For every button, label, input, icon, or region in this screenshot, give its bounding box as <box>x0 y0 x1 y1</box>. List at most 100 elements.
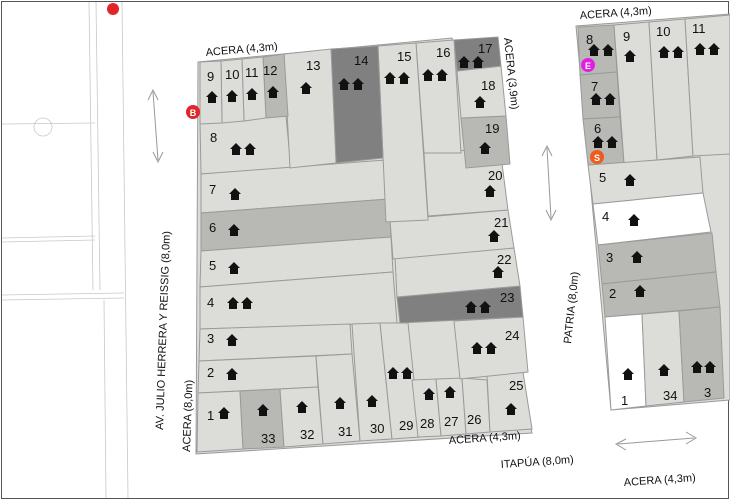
lot-8[interactable] <box>199 115 292 175</box>
marker-e[interactable]: E <box>581 58 595 72</box>
lot-number: 7 <box>209 182 216 197</box>
house-icon <box>206 91 218 103</box>
label-acera-top-right: ACERA (4,3m) <box>579 5 652 22</box>
house-icon <box>465 301 477 313</box>
right-lot-number: 9 <box>623 29 630 44</box>
arrow-itapua <box>617 437 695 445</box>
lot-number: 21 <box>494 215 508 230</box>
house-icon <box>479 142 491 154</box>
lot-number: 25 <box>509 378 523 393</box>
lot-number: 3 <box>207 331 214 346</box>
house-icon <box>257 404 269 416</box>
arrow-left-street <box>152 91 159 161</box>
right-lot-3b[interactable] <box>678 306 725 403</box>
lot-number: 12 <box>263 63 277 78</box>
house-icon <box>246 88 258 100</box>
left-plaza <box>1 1 129 499</box>
house-icon <box>226 368 238 380</box>
label-acera-left: ACERA (8,0m) <box>181 380 196 453</box>
label-acera-bottom-right: ACERA (4,3m) <box>623 472 696 489</box>
right-lot-number: 8 <box>586 32 593 47</box>
right-lot-number: 7 <box>591 79 598 94</box>
house-icon <box>436 69 448 81</box>
flow-arrows <box>147 88 697 451</box>
label-av-julio: AV. JULIO HERRERA Y REISSIG (8,0m) <box>154 231 173 430</box>
lot-13[interactable] <box>283 48 337 169</box>
right-lot-numbers: 1 2 3 4 5 6 7 8 9 10 11 34 3 <box>586 21 711 408</box>
house-icon <box>708 43 720 55</box>
right-lot-number: 1 <box>621 393 628 408</box>
marker-s-label: S <box>594 153 600 163</box>
lot-number: 29 <box>399 418 413 433</box>
house-icon <box>631 251 643 263</box>
house-icon <box>588 44 600 56</box>
house-icon <box>694 43 706 55</box>
house-icon <box>485 342 497 354</box>
lot-number: 4 <box>207 295 214 310</box>
right-lot-number: 34 <box>663 388 677 403</box>
lot-number: 18 <box>481 78 495 93</box>
lot-number: 31 <box>338 424 352 439</box>
lot-1[interactable] <box>196 390 244 453</box>
marker-b[interactable]: B <box>186 105 200 119</box>
lot-number: 10 <box>225 67 239 82</box>
house-icon <box>334 397 346 409</box>
right-lot-4[interactable] <box>592 192 712 246</box>
lot-number: 15 <box>397 49 411 64</box>
house-icon <box>387 367 399 379</box>
right-lot-number: 3 <box>704 385 711 400</box>
house-icon <box>602 44 614 56</box>
lot-15[interactable] <box>377 42 429 223</box>
house-icon <box>505 403 517 415</box>
house-icon <box>226 90 238 102</box>
lot-number: 24 <box>505 328 519 343</box>
house-icon <box>241 297 253 309</box>
house-icon <box>229 188 241 200</box>
house-icon <box>658 46 670 58</box>
house-icon <box>592 136 604 148</box>
house-icon <box>398 72 410 84</box>
lot-number: 8 <box>210 130 217 145</box>
house-icon <box>444 386 456 398</box>
house-icon <box>338 78 350 90</box>
lot-number: 19 <box>485 121 499 136</box>
lot-number: 26 <box>467 412 481 427</box>
house-icon <box>366 395 378 407</box>
lot-number: 1 <box>207 408 214 423</box>
house-icon <box>401 367 413 379</box>
right-lot-number: 11 <box>692 21 706 36</box>
right-lot-11[interactable] <box>684 14 730 157</box>
lot-number: 9 <box>207 69 214 84</box>
house-icon <box>458 56 470 68</box>
right-lot-7[interactable] <box>579 71 621 120</box>
house-icon <box>479 301 491 313</box>
house-icon <box>704 361 716 373</box>
lot-number: 27 <box>444 414 458 429</box>
house-icon <box>691 361 703 373</box>
house-icon <box>484 185 496 197</box>
house-icon <box>422 69 434 81</box>
lot-numbers: 1 2 3 4 5 6 7 8 9 10 11 12 13 14 15 16 1… <box>207 41 523 446</box>
lot-number: 30 <box>370 421 384 436</box>
right-lot-number: 3 <box>606 250 613 265</box>
lot-number: 11 <box>245 65 259 80</box>
house-icon <box>474 96 486 108</box>
house-icon <box>352 78 364 90</box>
lot-number: 23 <box>500 290 514 305</box>
house-icon <box>423 388 435 400</box>
right-lot-number: 10 <box>656 24 670 39</box>
house-icon <box>658 364 670 376</box>
house-icon <box>606 136 618 148</box>
house-icon <box>634 285 646 297</box>
houses <box>206 43 720 419</box>
house-icon <box>218 407 230 419</box>
house-icon <box>226 334 238 346</box>
house-icon <box>488 230 500 242</box>
lot-number: 20 <box>488 168 502 183</box>
label-itapua: ITAPÚA (8,0m) <box>500 453 574 471</box>
house-icon <box>672 46 684 58</box>
marker-s[interactable]: S <box>590 150 604 164</box>
label-acera-bottom: ACERA (4,3m) <box>448 430 521 447</box>
house-icon <box>624 174 636 186</box>
house-icon <box>228 262 240 274</box>
